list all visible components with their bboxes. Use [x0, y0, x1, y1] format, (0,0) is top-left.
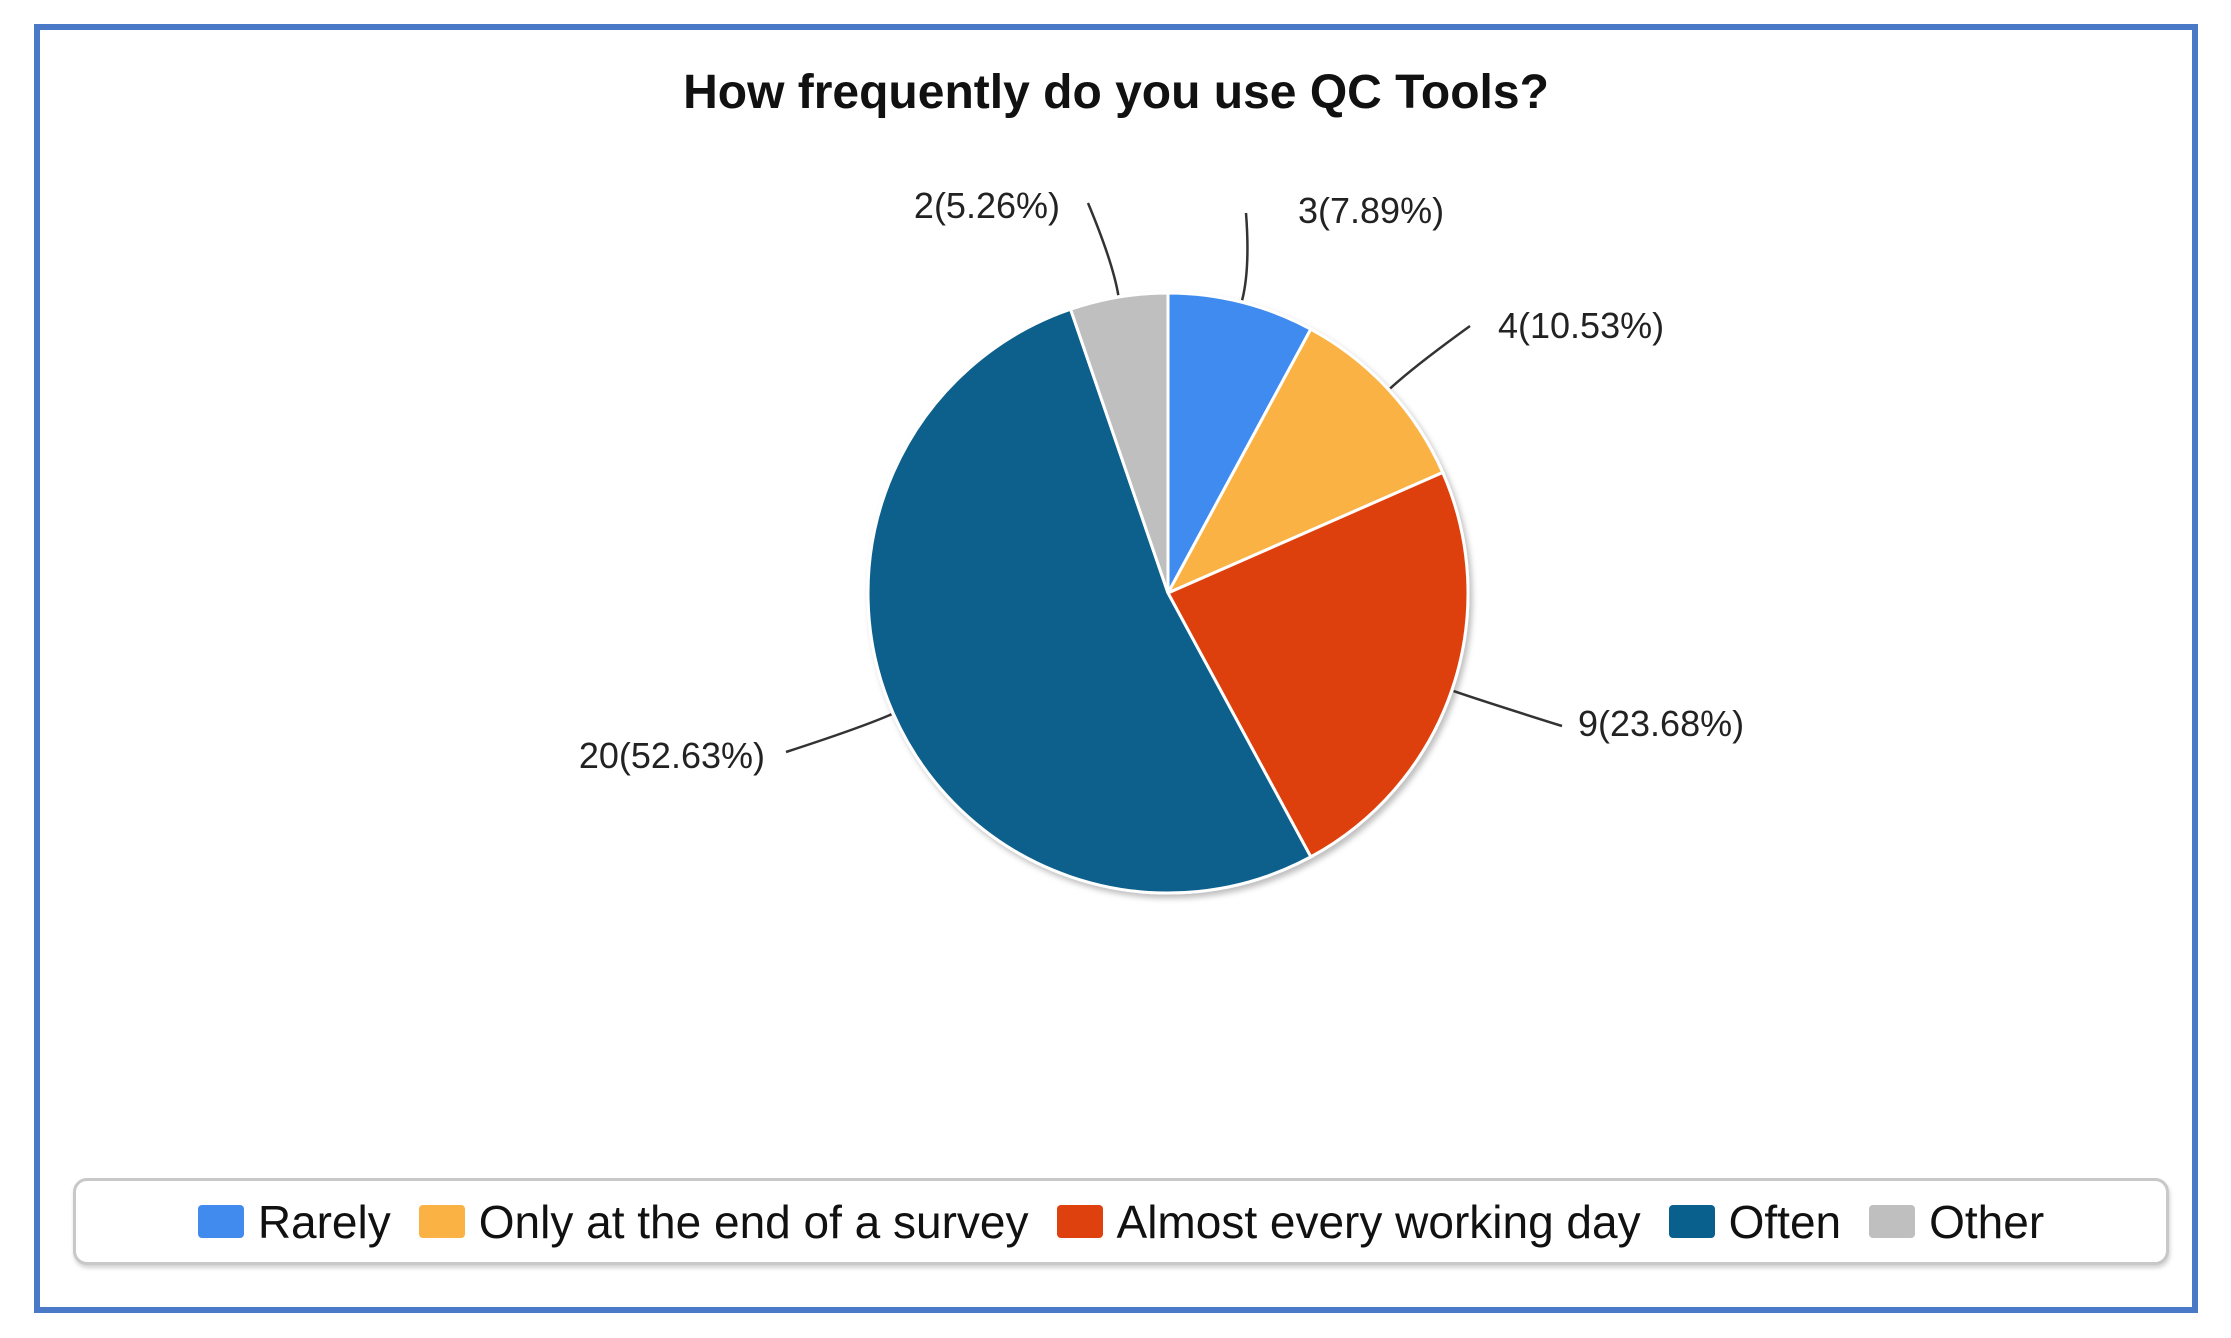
pie-slices: [866, 291, 1470, 895]
slice-label-rarely: 3(7.89%): [1298, 190, 1444, 231]
pie-slice-only-at-the-end-of-a-survey: [1164, 327, 1445, 597]
pie-slice-other: [1068, 291, 1170, 594]
legend-swatch: [197, 1205, 244, 1238]
legend-item-almost-every-working-day: Almost every working day: [1056, 1195, 1641, 1248]
legend-label: Rarely: [257, 1195, 391, 1248]
slice-label-only-at-the-end-of-a-survey: 4(10.53%): [1498, 305, 1664, 346]
chart-title: How frequently do you use QC Tools?: [683, 66, 1549, 119]
legend-item-other: Other: [1869, 1199, 2044, 1245]
legend-item-only-at-the-end-of-a-survey: Only at the end of a survey: [418, 1195, 1029, 1248]
legend-item-rarely: Rarely: [197, 1195, 391, 1248]
legend-swatch: [1056, 1205, 1103, 1238]
leader-line-only-at-the-end-of-a-survey: [1389, 324, 1471, 390]
legend-swatch: [1668, 1205, 1715, 1238]
slice-leader-lines: [785, 202, 1563, 754]
leader-line-rarely: [1240, 212, 1249, 301]
chart-legend: Rarely Only at the end of a survey Almost …: [73, 1178, 2169, 1265]
leader-line-often: [785, 713, 892, 754]
legend-swatch: [1869, 1205, 1916, 1238]
legend-label: Often: [1728, 1195, 1842, 1248]
legend-label: Other: [1929, 1195, 2045, 1248]
legend-item-often: Often: [1668, 1195, 1842, 1248]
pie-slice-almost-every-working-day: [1165, 470, 1470, 859]
legend-label: Only at the end of a survey: [478, 1195, 1029, 1248]
pie-slice-rarely: [1166, 291, 1313, 594]
leader-line-other: [1086, 202, 1120, 296]
slice-label-often: 20(52.63%): [579, 735, 765, 776]
slice-labels: 3(7.89%) 4(10.53%) 9(23.68%) 20(52.63%) 2(5.…: [579, 185, 1744, 776]
slice-label-other: 2(5.26%): [914, 185, 1060, 226]
slice-label-almost-every-working-day: 9(23.68%): [1578, 703, 1744, 744]
legend-label: Almost every working day: [1116, 1195, 1641, 1248]
pie-slice-often: [866, 307, 1313, 895]
legend-swatch: [418, 1205, 465, 1238]
leader-line-almost-every-working-day: [1453, 689, 1563, 728]
